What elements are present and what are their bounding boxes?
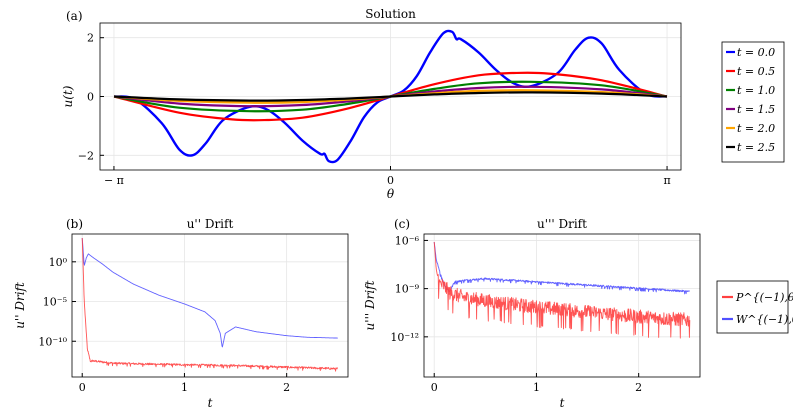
legend-entry: W^{(−1),θ}	[736, 313, 793, 326]
plot-frame	[423, 233, 701, 378]
x-tick-label: 1	[533, 381, 540, 394]
panel-c: 0 1 2 10⁻⁶ 10⁻⁹ 10⁻¹² u''' Drift (c) t u''' Drift…	[363, 217, 793, 410]
panel-label: (a)	[66, 9, 83, 23]
y-tick-label: 10⁻⁵	[43, 296, 67, 309]
y-tick-label: 10⁻⁹	[395, 283, 420, 296]
y-tick-label: 0	[87, 91, 94, 104]
plot-frame	[71, 233, 349, 378]
x-axis-label: θ	[387, 187, 395, 201]
legend-entry: t = 0.0	[737, 46, 775, 59]
y-tick-label: 10⁻¹²	[390, 331, 419, 344]
series-line-2.5	[114, 91, 667, 102]
y-tick-label: 10⁰	[49, 256, 68, 269]
y-tick-label: −2	[78, 149, 94, 162]
x-tick-label: 2	[283, 381, 290, 394]
legend-entry: t = 1.5	[737, 103, 775, 116]
legend-entry: P^{(−1),θ}	[735, 291, 793, 304]
series-line-P	[81, 237, 339, 372]
x-tick-label: 0	[431, 381, 438, 394]
chart-title: Solution	[365, 7, 416, 21]
x-tick-label: 0	[387, 174, 394, 187]
series-line-W	[433, 241, 690, 295]
chart-title: u'' Drift	[187, 217, 234, 231]
y-axis-label: u''' Drift	[363, 280, 377, 330]
legend-entry: t = 2.5	[737, 141, 775, 154]
legend-entry: t = 1.0	[737, 84, 775, 97]
legend-entry: t = 0.5	[737, 65, 775, 78]
panel-label: (c)	[394, 217, 410, 231]
x-tick-label: 0	[79, 381, 86, 394]
series-line-W	[81, 237, 338, 348]
y-tick-label: 10⁻⁶	[395, 234, 420, 247]
y-tick-label: 10⁻¹⁰	[38, 335, 67, 348]
y-axis-label: u'' Drift	[13, 282, 27, 329]
x-tick-label: π	[663, 174, 670, 187]
x-axis-label: t	[208, 396, 213, 410]
x-tick-label: 1	[181, 381, 188, 394]
panel-b: 0 1 2 10⁰ 10⁻⁵ 10⁻¹⁰ u'' Drift (b) t u'' Drift	[13, 217, 349, 410]
legend-entry: t = 2.0	[737, 122, 775, 135]
y-axis-label: u(t)	[61, 85, 75, 107]
panel-label: (b)	[66, 217, 83, 231]
chart-title: u''' Drift	[537, 217, 587, 231]
legend-box	[716, 280, 789, 334]
series-line-P	[433, 241, 691, 339]
x-tick-label: 2	[635, 381, 642, 394]
x-tick-label: − π	[104, 174, 124, 187]
y-tick-label: 2	[87, 32, 94, 45]
x-axis-label: t	[560, 396, 565, 410]
panel-a: − π 0 π −2 0 2 Solution (a) θ u(t) t = 0.0 t = 0.5 t…	[61, 7, 785, 201]
legend-box	[721, 41, 785, 163]
